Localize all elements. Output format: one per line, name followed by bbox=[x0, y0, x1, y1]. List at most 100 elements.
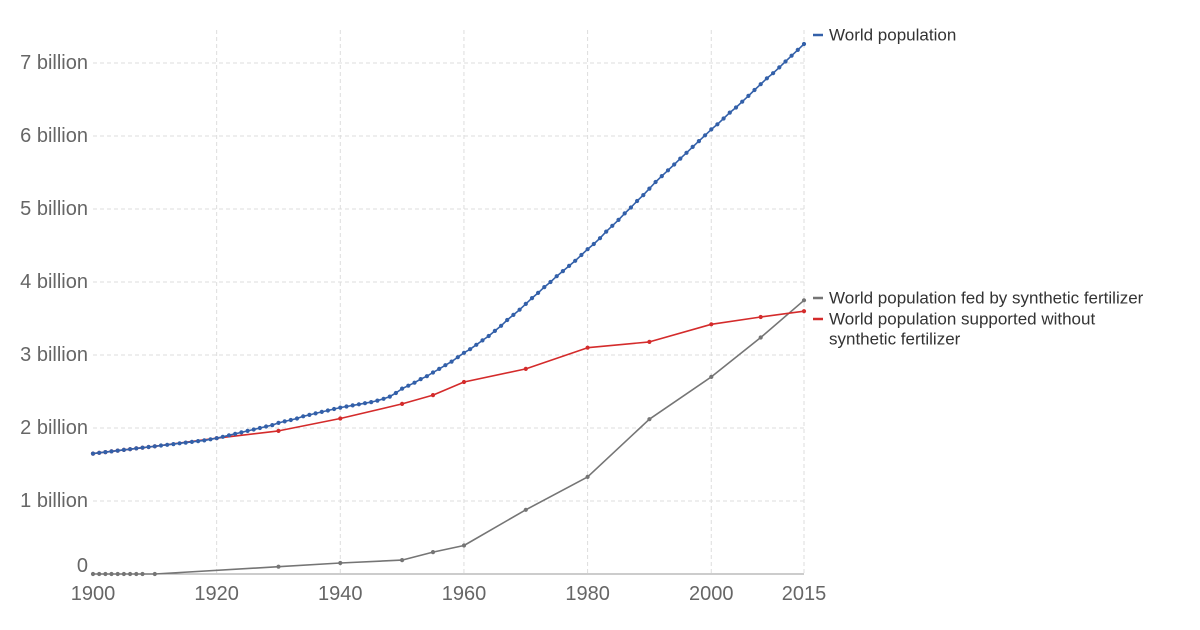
data-point bbox=[622, 211, 627, 216]
data-point bbox=[362, 401, 368, 406]
data-point bbox=[338, 405, 343, 410]
data-point bbox=[647, 186, 652, 191]
data-point bbox=[610, 223, 615, 228]
data-point bbox=[801, 309, 807, 314]
y-tick-label: 4 billion bbox=[20, 271, 88, 293]
data-point bbox=[381, 396, 386, 401]
data-point bbox=[140, 571, 145, 577]
x-tick-label: 1920 bbox=[194, 583, 239, 605]
data-point bbox=[208, 437, 213, 442]
data-point bbox=[264, 424, 269, 429]
data-point bbox=[709, 127, 714, 132]
data-point bbox=[684, 150, 689, 155]
data-point bbox=[573, 258, 578, 263]
x-tick-label: 1960 bbox=[442, 583, 487, 605]
data-point bbox=[635, 198, 640, 204]
data-point bbox=[313, 411, 318, 416]
data-point bbox=[690, 144, 695, 149]
data-point bbox=[128, 447, 133, 452]
data-point bbox=[288, 417, 293, 423]
x-tick-label: 1980 bbox=[565, 583, 610, 605]
data-point bbox=[245, 428, 250, 433]
data-point bbox=[115, 571, 120, 577]
data-point bbox=[121, 447, 126, 452]
data-point bbox=[758, 314, 763, 320]
data-point bbox=[325, 408, 330, 413]
series-1 bbox=[90, 298, 807, 577]
data-point bbox=[542, 285, 547, 290]
data-point bbox=[109, 571, 114, 577]
data-point bbox=[220, 434, 225, 439]
x-tick-label: 1940 bbox=[318, 583, 363, 605]
data-point bbox=[103, 571, 108, 577]
data-point bbox=[455, 355, 460, 360]
data-point bbox=[511, 312, 516, 317]
legend-entry-0: World population bbox=[813, 26, 956, 45]
data-point bbox=[523, 366, 528, 371]
data-point bbox=[375, 398, 380, 403]
data-point bbox=[771, 71, 776, 76]
data-point bbox=[369, 400, 374, 405]
data-point bbox=[567, 263, 572, 268]
data-point bbox=[523, 301, 528, 306]
series-0 bbox=[90, 41, 807, 456]
legend-label: World population fed by synthetic fertil… bbox=[829, 289, 1144, 308]
legend-label: World population supported without bbox=[829, 310, 1095, 329]
data-point bbox=[97, 450, 102, 455]
x-tick-label: 2000 bbox=[689, 583, 734, 605]
data-point bbox=[177, 441, 182, 446]
y-tick-label: 7 billion bbox=[20, 52, 88, 74]
data-point bbox=[585, 474, 590, 479]
data-point bbox=[461, 379, 467, 385]
data-point bbox=[461, 350, 467, 355]
data-point bbox=[430, 393, 436, 398]
data-point bbox=[746, 93, 751, 98]
data-point bbox=[239, 430, 244, 435]
series-2 bbox=[90, 309, 807, 456]
data-point bbox=[183, 440, 188, 445]
data-point bbox=[777, 65, 782, 70]
legend-entry-2: World population supported withoutsynthe… bbox=[813, 310, 1095, 349]
data-point bbox=[486, 333, 491, 339]
grid-layer bbox=[93, 30, 805, 574]
data-point bbox=[257, 425, 262, 431]
data-point bbox=[480, 338, 485, 343]
data-point bbox=[795, 47, 800, 53]
data-point bbox=[449, 359, 454, 364]
data-point bbox=[721, 116, 726, 121]
data-point bbox=[356, 402, 361, 407]
data-point bbox=[282, 419, 287, 424]
data-point bbox=[653, 179, 658, 185]
data-point bbox=[758, 82, 763, 87]
data-point bbox=[152, 571, 157, 577]
data-point bbox=[152, 444, 157, 449]
data-point bbox=[103, 450, 108, 455]
legend-entry-1: World population fed by synthetic fertil… bbox=[813, 289, 1144, 308]
data-point bbox=[536, 290, 541, 295]
x-tick-label: 2015 bbox=[782, 583, 827, 605]
data-point bbox=[418, 377, 423, 382]
data-point bbox=[332, 406, 337, 412]
data-point bbox=[764, 76, 770, 81]
data-point bbox=[226, 433, 232, 438]
data-point bbox=[560, 269, 566, 274]
data-point bbox=[715, 122, 720, 127]
data-point bbox=[703, 133, 708, 138]
data-point bbox=[727, 110, 732, 115]
data-point bbox=[270, 423, 275, 428]
data-point bbox=[492, 328, 497, 333]
data-point bbox=[709, 322, 714, 327]
data-point bbox=[276, 420, 281, 425]
data-point bbox=[294, 416, 300, 421]
data-point bbox=[437, 366, 442, 371]
legend-layer: World population World population fed by … bbox=[813, 26, 1144, 349]
data-point bbox=[616, 217, 621, 222]
data-point bbox=[140, 445, 145, 450]
data-point bbox=[121, 571, 126, 577]
data-point bbox=[443, 363, 448, 368]
data-point bbox=[115, 448, 120, 453]
data-point bbox=[233, 431, 238, 436]
data-point bbox=[344, 404, 349, 409]
y-tick-label: 1 billion bbox=[20, 490, 88, 512]
